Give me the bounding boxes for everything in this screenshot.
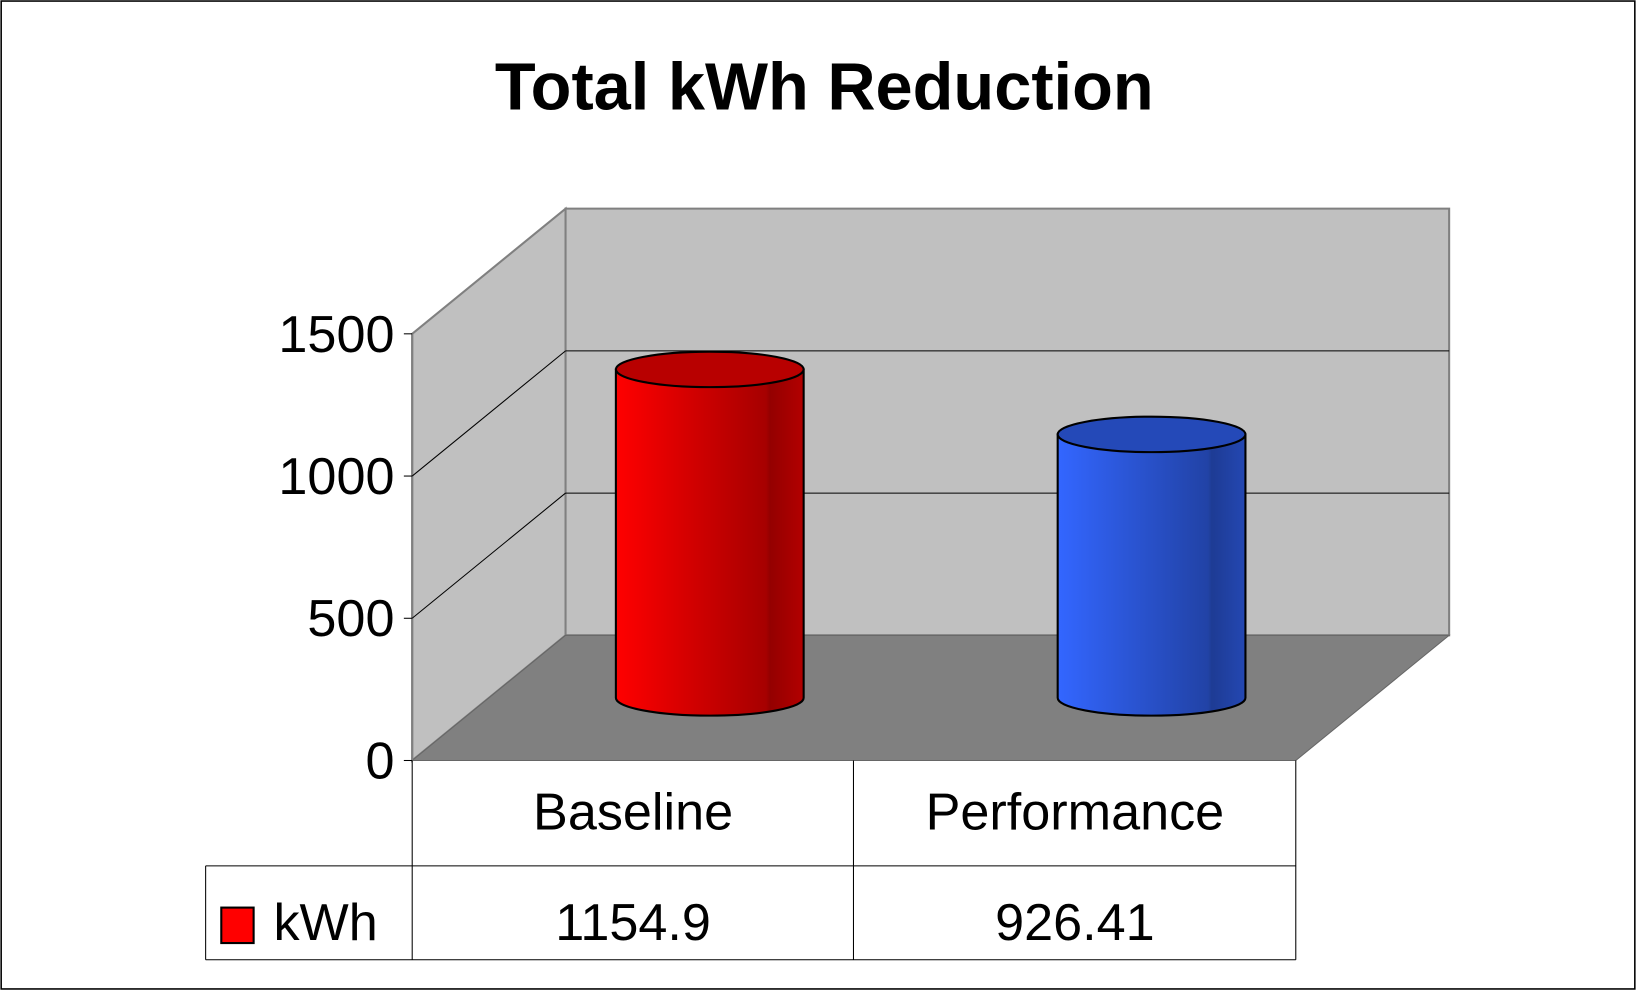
- floor: [410, 634, 1451, 762]
- legend-swatch: [220, 906, 255, 945]
- grid-line: [411, 350, 566, 477]
- cylinder-shade: [1056, 433, 1247, 717]
- grid-line: [411, 492, 566, 619]
- cylinder-shade: [614, 368, 805, 717]
- cylinder-top-shade: [615, 351, 804, 388]
- data-label: 926.41: [995, 894, 1155, 952]
- cylinder-top-shade: [1057, 416, 1246, 453]
- y-tick-label: 1500: [278, 306, 394, 364]
- data-table: [205, 760, 1297, 961]
- cylinder-top: [614, 350, 805, 389]
- cylinder-top: [1056, 415, 1247, 454]
- legend-label: kWh: [273, 894, 377, 952]
- x-tick-label: Performance: [926, 784, 1225, 842]
- y-tick-label: 0: [365, 732, 394, 790]
- x-tick-label: Baseline: [533, 784, 733, 842]
- y-tick-label: 500: [307, 590, 394, 648]
- chart-title: Total kWh Reduction: [495, 50, 1154, 124]
- y-tick-label: 1000: [278, 448, 394, 506]
- data-label: 1154.9: [555, 894, 711, 952]
